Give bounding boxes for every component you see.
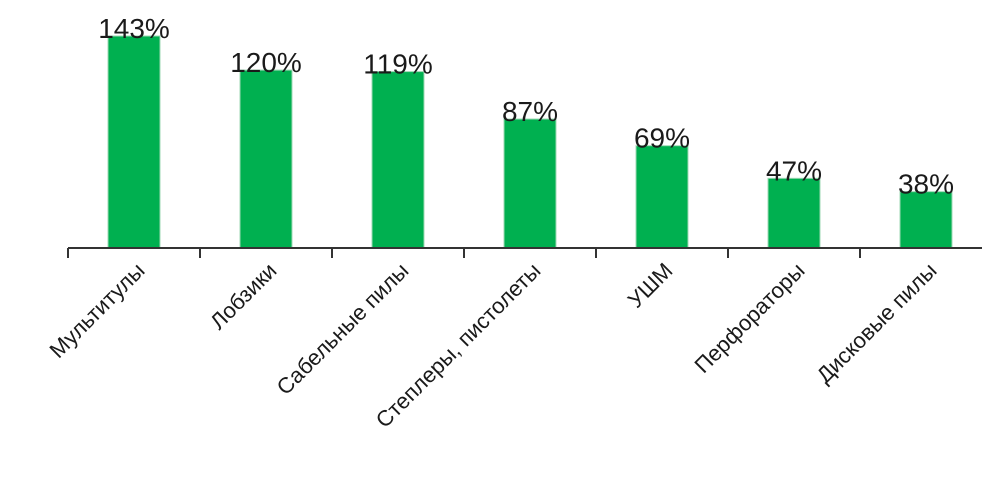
bar-7 — [899, 191, 953, 249]
category-label-7: Дисковые пилы — [811, 258, 941, 388]
bars-group — [107, 35, 953, 249]
value-label-7: 38% — [898, 169, 954, 200]
category-label-3: Сабельные пилы — [272, 258, 414, 400]
value-label-3: 119% — [363, 49, 433, 80]
bar-5 — [635, 145, 689, 249]
category-label-2: Лобзики — [205, 258, 281, 334]
value-label-5: 69% — [634, 123, 690, 154]
bar-1 — [107, 35, 161, 249]
value-labels-group: 143% 120% 119% 87% 69% 47% 38% — [98, 13, 954, 200]
value-label-2: 120% — [230, 47, 302, 78]
bar-3 — [371, 71, 425, 249]
bar-6 — [767, 177, 821, 249]
category-label-6: Перфораторы — [690, 258, 810, 378]
category-label-5: УШМ — [623, 258, 678, 313]
x-axis-ticks-group — [67, 248, 861, 258]
value-label-4: 87% — [502, 96, 558, 127]
value-label-6: 47% — [766, 155, 822, 186]
bar-2 — [239, 69, 293, 249]
bar-4 — [503, 118, 557, 249]
category-label-1: Мультитулы — [45, 258, 150, 363]
value-label-1: 143% — [98, 13, 170, 44]
